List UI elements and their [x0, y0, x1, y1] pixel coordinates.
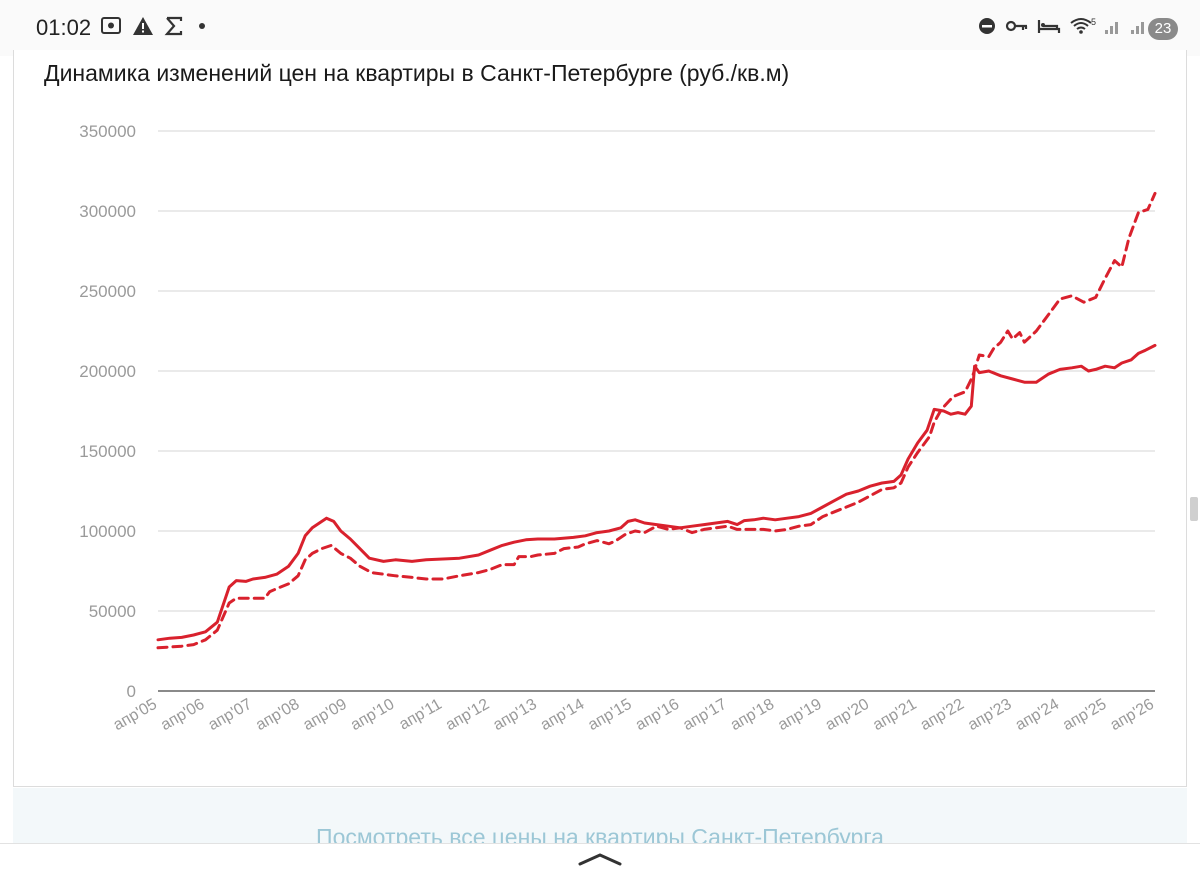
- x-tick-label: апр'24: [1013, 696, 1063, 734]
- x-tick-label: апр'18: [728, 696, 778, 734]
- series-line-dashed: [156, 191, 1157, 650]
- x-tick-label: апр'11: [396, 696, 445, 734]
- x-tick-label: апр'20: [823, 696, 873, 734]
- status-left-icons: [100, 10, 210, 46]
- notification-badge: 23: [1148, 18, 1178, 40]
- x-tick-label: апр'13: [490, 696, 540, 734]
- price-chart: 0 50000 100000 150000 200000 250000 300000 3500…: [79, 122, 1158, 734]
- network-label: 5: [1090, 17, 1096, 27]
- x-tick-label: апр'21: [870, 696, 920, 734]
- signal-icon-2: [1130, 16, 1148, 41]
- signal-icon: [1104, 16, 1122, 41]
- bed-icon: [1037, 16, 1061, 41]
- bottom-navigation-bar: [0, 843, 1200, 875]
- x-tick-label: апр'14: [538, 696, 588, 734]
- y-tick-label: 200000: [79, 362, 136, 381]
- y-tick-label: 0: [127, 682, 136, 701]
- status-time: 01:02: [36, 15, 92, 40]
- x-tick-label: апр'26: [1108, 696, 1158, 734]
- x-tick-label: апр'08: [253, 696, 303, 734]
- x-tick-label: апр'10: [348, 696, 398, 734]
- dot-icon: [194, 15, 210, 42]
- chart-card: Динамика изменений цен на квартиры в Сан…: [13, 50, 1187, 787]
- y-tick-label: 300000: [79, 202, 136, 221]
- link-area: Посмотреть все цены на квартиры Санкт-Пе…: [13, 788, 1187, 850]
- y-tick-label: 100000: [79, 522, 136, 541]
- y-tick-label: 250000: [79, 282, 136, 301]
- chart-title: Динамика изменений цен на квартиры в Сан…: [44, 60, 790, 86]
- wifi-icon: [1069, 16, 1093, 41]
- y-tick-label: 50000: [89, 602, 136, 621]
- x-tick-label: апр'25: [1060, 696, 1110, 734]
- chevron-up-icon[interactable]: [575, 850, 625, 870]
- x-tick-label: апр'17: [680, 696, 730, 734]
- sigma-icon: [164, 15, 184, 42]
- status-bar: 01:02 5 23: [0, 0, 1200, 56]
- y-tick-label: 150000: [79, 442, 136, 461]
- x-tick-label: апр'19: [775, 696, 825, 734]
- warning-icon: [132, 15, 154, 42]
- x-tick-label: апр'12: [443, 696, 493, 734]
- x-tick-label: апр'06: [158, 696, 208, 734]
- side-scroll-handle[interactable]: [1190, 497, 1198, 521]
- x-tick-label: апр'16: [633, 696, 683, 734]
- status-right-icons: 5: [977, 10, 1148, 46]
- x-tick-label: апр'09: [300, 696, 350, 734]
- screenshot-icon: [100, 15, 122, 42]
- series-line-solid: [156, 343, 1157, 642]
- y-tick-label: 350000: [79, 122, 136, 141]
- do-not-disturb-icon: [977, 16, 997, 41]
- x-tick-label: апр'15: [585, 696, 635, 734]
- x-tick-label: апр'23: [965, 696, 1015, 734]
- key-icon: [1005, 16, 1029, 41]
- x-tick-label: апр'22: [918, 696, 968, 734]
- x-tick-label: апр'07: [205, 696, 255, 734]
- x-tick-label: апр'05: [111, 696, 161, 734]
